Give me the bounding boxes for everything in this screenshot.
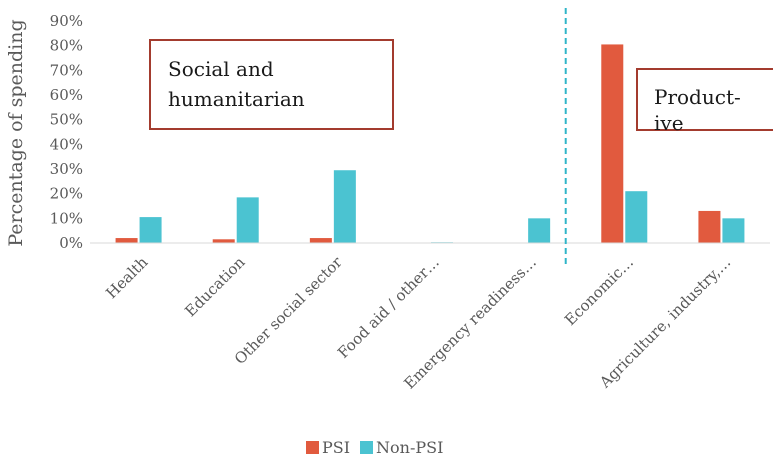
y-tick-label: 40% [50,135,83,153]
bar-non-psi [528,218,551,243]
y-tick-label: 70% [50,61,83,79]
y-tick-label: 20% [50,185,83,203]
legend: PSI Non-PSI [306,438,443,457]
x-category-label: Food aid / other… [334,253,443,362]
bar-non-psi [139,217,162,243]
annotation-productive: Product- ive [636,68,773,135]
y-tick-label: 60% [50,86,83,104]
annotation-social-line-1: Social and [168,57,274,81]
bar-non-psi [236,197,259,243]
bar-psi [698,210,721,243]
y-tick-label: 0% [59,234,83,252]
y-tick-label: 90% [50,12,83,30]
x-category-label: Other social sector [231,253,346,368]
y-tick-label: 80% [50,37,83,55]
bar-non-psi [625,191,648,243]
annotation-box-social [149,39,394,130]
y-axis-label: Percentage of spending [5,19,27,246]
annotation-box-productive [636,68,773,131]
annotation-social-line-2: humanitarian [168,87,305,111]
annotation-social-humanitarian: Social and humanitarian [149,39,394,130]
bar-psi [309,238,332,243]
x-category-label: Health [102,253,151,302]
y-axis: 0% 10% 20% 30% 40% 50% 60% 70% 80% 90% [50,12,83,252]
legend-swatch-psi [306,441,319,454]
bar-psi [212,239,235,243]
bar-psi [115,238,138,243]
annotation-productive-line-2: ive [654,111,684,135]
bar-non-psi [722,218,745,243]
bar-non-psi [333,170,356,243]
legend-label-psi: PSI [322,438,350,457]
legend-swatch-non-psi [360,441,373,454]
y-tick-label: 10% [50,209,83,227]
bar-psi [601,44,624,243]
y-tick-label: 50% [50,111,83,129]
x-category-label: Education [181,253,248,320]
legend-label-non-psi: Non-PSI [376,438,443,457]
x-category-label: Economic… [561,253,637,329]
annotation-productive-line-1: Product- [654,85,741,109]
y-tick-label: 30% [50,160,83,178]
bars [115,44,745,243]
